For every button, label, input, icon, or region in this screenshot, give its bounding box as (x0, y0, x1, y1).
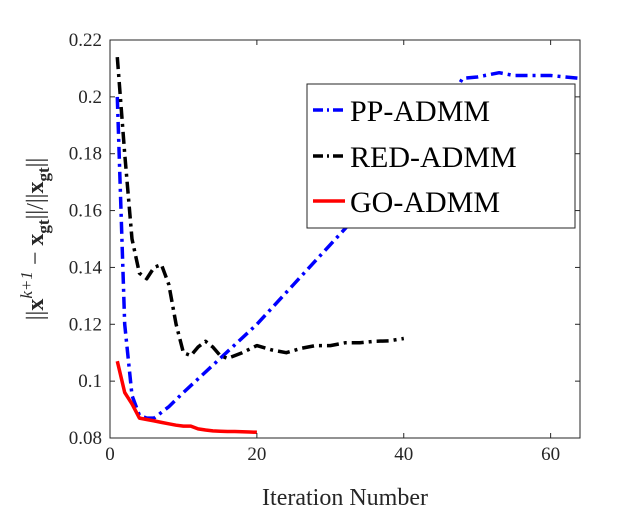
svg-text:||xk+1−xgt||/||xgt||: ||xk+1−xgt||/||xgt|| (17, 158, 53, 321)
x-tick-label: 0 (105, 444, 115, 465)
axes-box (109, 39, 581, 439)
y-tick-label: 0.16 (69, 201, 102, 222)
y-tick-label: 0.1 (78, 371, 102, 392)
y-tick-label: 0.08 (69, 428, 102, 449)
y-tick-label: 0.2 (78, 87, 102, 108)
series-line-go-admm (115, 360, 257, 435)
y-tick-label: 0.18 (69, 144, 102, 165)
legend-label-red-admm: RED-ADMM (350, 141, 517, 174)
series-line-red-admm (115, 56, 405, 361)
y-tick-label: 0.12 (69, 314, 102, 335)
y-tick-label: 0.14 (69, 257, 103, 278)
series-layer (115, 56, 580, 435)
x-tick-label: 60 (541, 444, 560, 465)
x-tick-label: 20 (247, 444, 266, 465)
legend-box (306, 83, 576, 229)
x-tick-label: 40 (394, 444, 413, 465)
y-tick-label: 0.22 (69, 30, 102, 51)
tick-layer: 0 20 40 60 0.08 0.1 0.12 0.14 0.16 0.18 0.2 0.22 (69, 30, 580, 465)
legend-label-go-admm: GO-ADMM (350, 186, 500, 219)
series-line-pp-admm (115, 70, 580, 420)
legend: PP-ADMM RED-ADMM GO-ADMM (306, 83, 576, 229)
x-axis-label: Iteration Number (262, 485, 428, 511)
legend-label-pp-admm: PP-ADMM (350, 95, 490, 128)
y-axis-label: ||xk+1−xgt||/||xgt|| (17, 158, 53, 321)
